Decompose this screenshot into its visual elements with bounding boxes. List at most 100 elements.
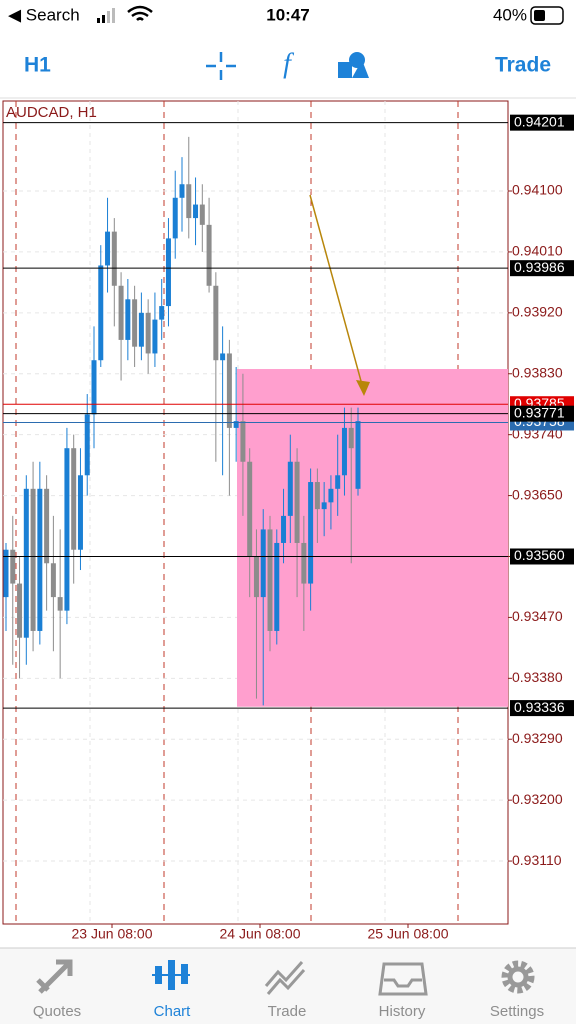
- candle-body: [240, 421, 246, 462]
- candle-body: [341, 427, 347, 476]
- symbol-label: AUDCAD, H1: [6, 104, 97, 121]
- rectangle-object: [237, 369, 508, 707]
- level-label: 0.93336: [514, 699, 565, 715]
- candle-body: [321, 502, 327, 510]
- tab-label[interactable]: Quotes: [33, 1003, 81, 1020]
- tab-bar: [0, 947, 576, 1024]
- price-tick-label: 0.93380: [512, 669, 563, 685]
- candle-body: [179, 184, 185, 198]
- candle-body: [301, 542, 307, 584]
- tab-label[interactable]: History: [379, 1003, 426, 1020]
- arrow-head: [356, 380, 370, 396]
- price-tick-label: 0.94100: [512, 182, 563, 198]
- level-label-bg: [510, 114, 574, 131]
- candle-body: [111, 231, 117, 286]
- candle-body: [199, 204, 205, 225]
- candle-body: [71, 448, 77, 550]
- candle-body: [138, 312, 144, 347]
- level-label-bg: [510, 405, 574, 422]
- candle-body: [328, 488, 334, 503]
- x-tick-label: 23 Jun 08:00: [72, 926, 153, 942]
- settings-icon: [501, 960, 535, 994]
- candle-body: [159, 306, 165, 320]
- candle-body: [37, 488, 43, 631]
- price-tick-label: 0.93830: [512, 364, 563, 380]
- candle-body: [165, 238, 171, 307]
- level-label: 0.93986: [514, 259, 565, 275]
- status-bar: ◀ Search 10:47 40%: [8, 5, 564, 25]
- candle-body: [274, 542, 280, 631]
- candle-body: [91, 360, 97, 415]
- toolbar: H1 f Trade: [24, 48, 551, 80]
- price-tick-label: 0.93200: [512, 791, 563, 807]
- candle-body: [213, 285, 219, 361]
- timeframe-button[interactable]: H1: [24, 54, 51, 77]
- price-tick-label: 0.93650: [512, 486, 563, 502]
- candle-body: [118, 285, 124, 340]
- candle-body: [193, 204, 199, 219]
- candle-body: [125, 299, 131, 340]
- trade-button[interactable]: Trade: [495, 54, 551, 77]
- level-label-bg: [510, 700, 574, 717]
- back-link[interactable]: ◀ Search: [8, 5, 80, 24]
- history-icon: [378, 962, 428, 996]
- indicators-button[interactable]: f: [283, 48, 294, 79]
- price-tick-label: 0.93470: [512, 608, 563, 624]
- candle-body: [294, 461, 300, 543]
- candle-body: [30, 488, 36, 631]
- candle-body: [10, 549, 16, 584]
- battery-level: [534, 10, 545, 21]
- candle-body: [44, 488, 50, 564]
- settings-icon-core: [507, 966, 529, 988]
- price-tick-label: 0.94010: [512, 243, 563, 259]
- candle-body: [145, 312, 151, 354]
- arrow-object: [309, 194, 365, 393]
- tab-label[interactable]: Trade: [268, 1003, 307, 1020]
- candle-body: [57, 597, 63, 611]
- wifi-icon: [127, 5, 153, 21]
- candle-body: [206, 224, 212, 286]
- candle-body: [220, 353, 226, 361]
- candle-body: [50, 563, 56, 598]
- crosshair-button[interactable]: [206, 52, 236, 80]
- candle-body: [152, 319, 158, 354]
- price-tick-label: 0.93920: [512, 304, 563, 320]
- battery-icon: [530, 6, 564, 25]
- trade-icon: [264, 961, 306, 995]
- candle-body: [308, 482, 314, 584]
- price-tick-label: 0.93110: [512, 852, 562, 868]
- x-tick-label: 24 Jun 08:00: [220, 926, 301, 942]
- candle-body: [186, 184, 192, 219]
- candle-body: [172, 197, 178, 239]
- candle-body: [77, 475, 83, 550]
- clock: 10:47: [266, 5, 309, 24]
- candle-body: [260, 529, 266, 598]
- candle-body: [132, 299, 138, 347]
- candle-body: [348, 427, 354, 449]
- chart: 0.941000.940100.939200.938300.937400.936…: [2, 100, 574, 942]
- level-label-bg: [510, 548, 574, 565]
- objects-button[interactable]: [338, 52, 369, 78]
- level-label: 0.94201: [514, 113, 565, 129]
- candle-body: [247, 461, 253, 557]
- candle-body: [253, 556, 259, 598]
- candle-body: [287, 461, 293, 516]
- level-label: 0.93560: [514, 547, 565, 563]
- battery-text: 40%: [493, 5, 527, 24]
- candle-body: [314, 482, 320, 510]
- candle-body: [17, 583, 23, 638]
- candle-body: [267, 529, 273, 631]
- candle-body: [64, 448, 70, 611]
- candle-body: [98, 265, 104, 361]
- price-tick-label: 0.93290: [512, 730, 563, 746]
- tab-label[interactable]: Chart: [154, 1003, 192, 1020]
- candle-body: [105, 231, 111, 266]
- signal-icon: [97, 8, 115, 23]
- candle-body: [84, 414, 90, 476]
- tab-label[interactable]: Settings: [490, 1003, 544, 1020]
- level-label: 0.93771: [514, 404, 565, 420]
- candle-body: [3, 549, 9, 598]
- candle-body: [233, 421, 239, 428]
